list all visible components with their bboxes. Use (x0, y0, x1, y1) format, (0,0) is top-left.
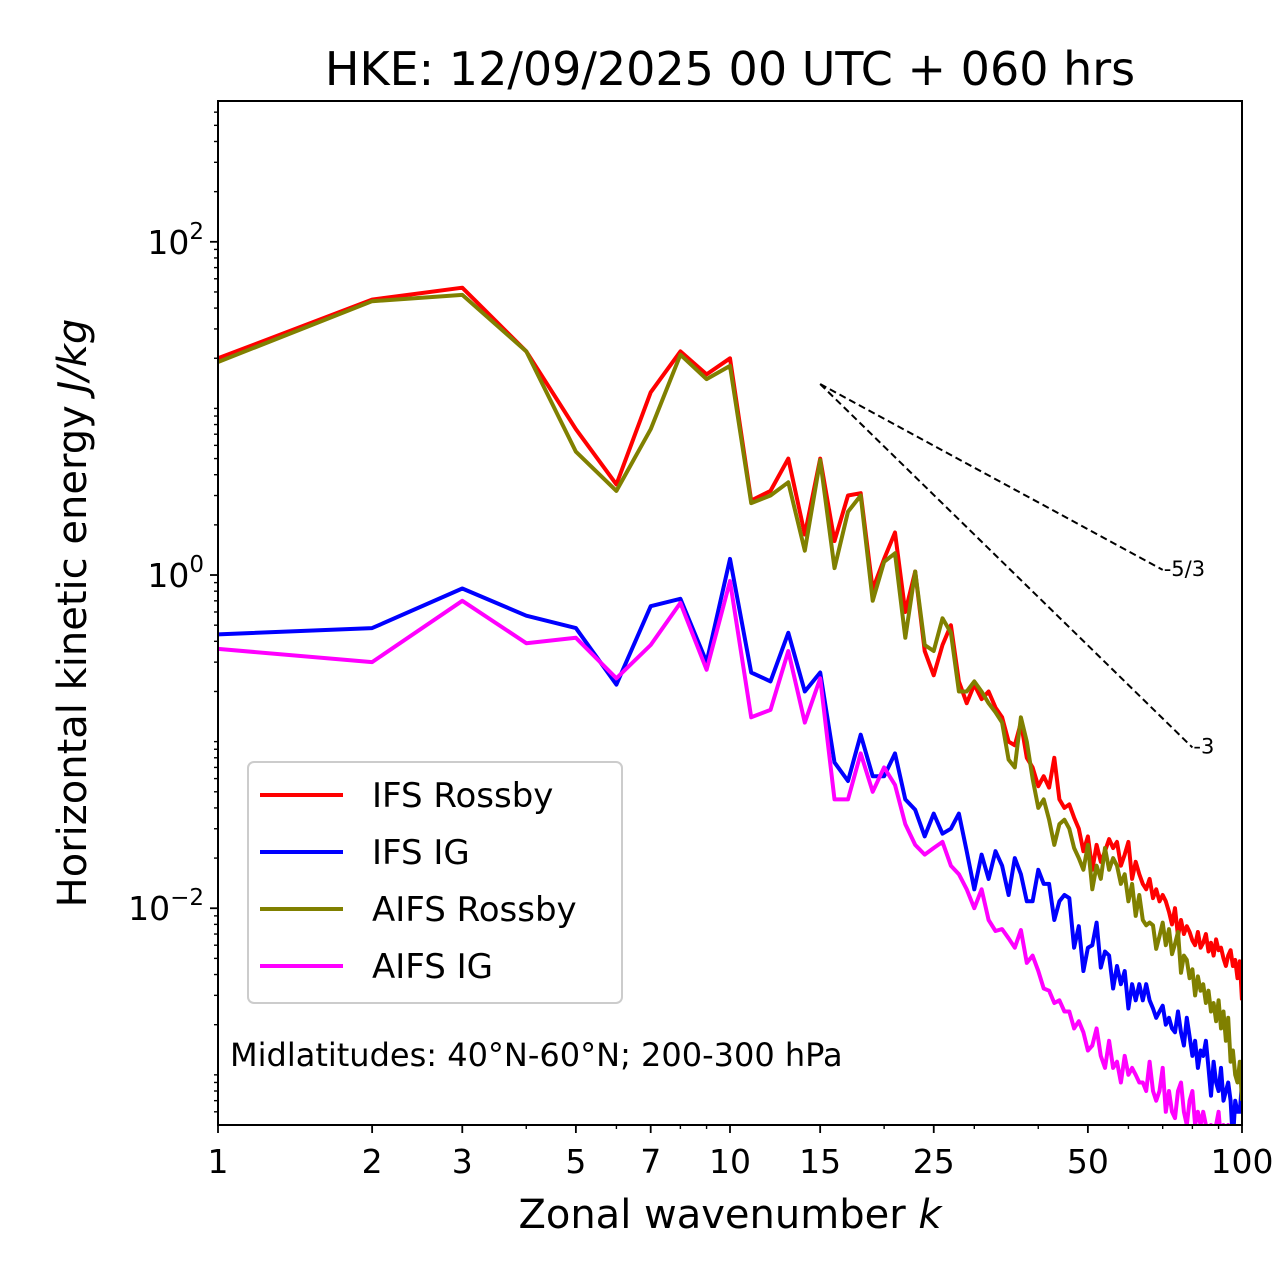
y-tick-labels: 102 100 10−2 (128, 219, 204, 928)
y-tick-label: 100 (147, 552, 204, 595)
reference-line (819, 383, 1194, 749)
chart-title: HKE: 12/09/2025 00 UTC + 060 hrs (325, 42, 1135, 96)
y-tick-label: 102 (147, 219, 204, 262)
y-axis-title: Horizontal kinetic energy J/kg (50, 319, 96, 908)
series-line (218, 579, 1231, 1125)
legend-label: AIFS IG (372, 947, 493, 987)
legend-box (247, 761, 623, 1004)
x-tick-label: 15 (799, 1142, 841, 1181)
plot-frame (217, 100, 1243, 1126)
x-tick-label: 2 (362, 1142, 383, 1181)
x-tick-label: 100 (1211, 1142, 1274, 1181)
x-tick-labels: 1 2 3 5 7 10 15 25 50 100 (208, 1142, 1274, 1181)
region-annotation: Midlatitudes: 40°N-60°N; 200-300 hPa (230, 1036, 843, 1074)
reference-line-label: -5/3 (1164, 557, 1205, 581)
legend-label: IFS IG (372, 833, 470, 873)
x-axis-title: Zonal wavenumber k (518, 1192, 943, 1238)
reference-slope-labels: -5/3 -3 (1164, 557, 1215, 759)
series-lines (218, 285, 1242, 1125)
reference-line-label: -3 (1193, 734, 1214, 758)
x-tick-label: 50 (1067, 1142, 1109, 1181)
series-line (218, 556, 1242, 1125)
x-tick-label: 10 (709, 1142, 751, 1181)
x-tick-label: 5 (565, 1142, 586, 1181)
x-tick-label: 25 (913, 1142, 955, 1181)
legend: IFS Rossby IFS IG AIFS Rossby AIFS IG (247, 761, 623, 1004)
x-tick-label: 1 (208, 1142, 229, 1181)
legend-label: IFS Rossby (372, 776, 553, 816)
series-line (218, 292, 1242, 1101)
reference-slope-lines (819, 383, 1194, 749)
x-tick-label: 7 (640, 1142, 661, 1181)
x-tick-label: 3 (452, 1142, 473, 1181)
y-tick-label: 10−2 (128, 885, 204, 928)
reference-line (819, 383, 1164, 571)
legend-label: AIFS Rossby (372, 890, 577, 930)
major-ticks (210, 240, 1243, 1133)
